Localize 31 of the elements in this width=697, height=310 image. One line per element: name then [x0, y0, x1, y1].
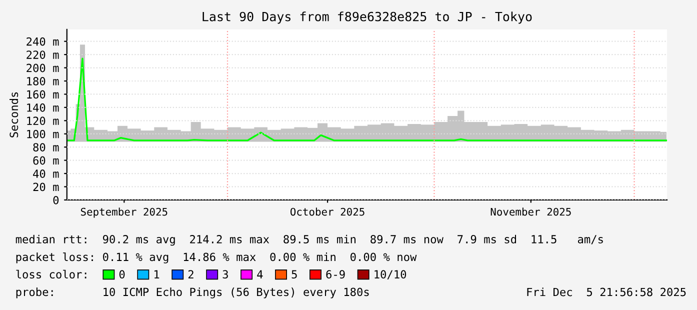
x-tick-label: October 2025: [290, 208, 364, 216]
text: median rtt: 90.2 ms avg 214.2 ms max 89.5 ms min 89.7 ms now 7.9 ms sd 11.5 am/s: [16, 234, 603, 246]
chart-title: Last 90 Days from f89e6328e825 to JP - Tokyo: [202, 12, 532, 24]
y-tick-label: 220 m: [26, 50, 59, 59]
y-tick-label: 180 m: [27, 77, 59, 86]
x-tick-label: September 2025: [80, 208, 168, 218]
y-axis-title: Seconds: [10, 92, 18, 138]
x-tick-label: November 2025: [490, 208, 571, 216]
y-tick-label: 80 m: [33, 143, 59, 152]
legend-title: loss color:: [16, 270, 86, 279]
legend-label: 6-9: [326, 270, 345, 279]
y-tick-label: 100 m: [27, 130, 59, 138]
text: probe: 10 ICMP Echo Pings (56 Bytes) every 180s: [16, 288, 369, 298]
legend-label: 5: [292, 270, 297, 279]
y-tick-label: 240 m: [26, 37, 59, 46]
y-tick-label: 60 m: [33, 156, 59, 165]
y-tick-label: 120 m: [27, 116, 59, 126]
y-tick-label: 200 m: [26, 64, 59, 72]
y-tick-label: 20 m: [33, 182, 59, 192]
legend-label: 10/10: [374, 270, 406, 280]
legend-label: 1: [154, 270, 160, 278]
text: packet loss: 0.11 % avg 14.86 % max 0.00 % min 0.00 % now: [16, 252, 417, 264]
y-tick-label: 40 m: [33, 170, 59, 178]
legend-label: 0: [119, 270, 125, 279]
legend-label: 3: [222, 270, 228, 279]
legend-label: 4: [257, 270, 263, 278]
y-tick-label: 140 m: [27, 103, 59, 112]
text: Fri Dec 5 21:56:58 2025: [527, 288, 686, 296]
y-tick-label: 160 m: [27, 90, 59, 99]
legend-label: 2: [188, 270, 194, 278]
y-tick-label: 0: [53, 196, 59, 204]
